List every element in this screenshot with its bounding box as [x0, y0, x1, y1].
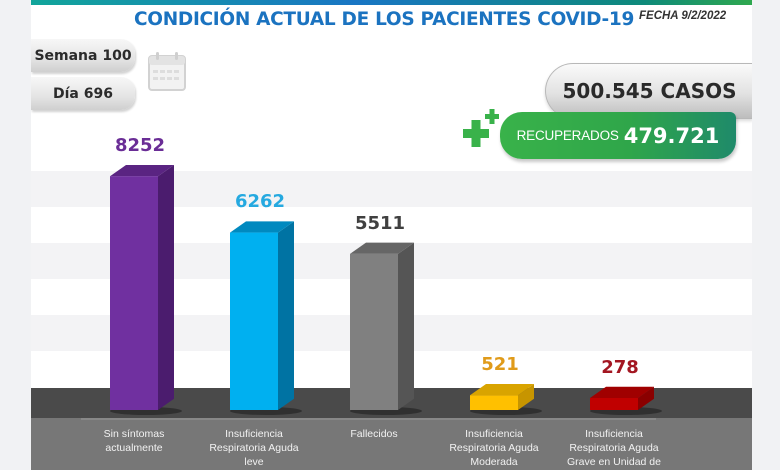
- bar-value-label: 8252: [114, 134, 166, 156]
- x-tick-label-line: Moderada: [470, 456, 518, 468]
- calendar-icon: [148, 52, 186, 91]
- bar-top: [590, 386, 654, 398]
- x-tick-label: Insuficiencia Respiratoria Aguda Moderada: [434, 427, 554, 469]
- bar: [590, 398, 638, 410]
- bar-top: [470, 384, 534, 396]
- total-cases-value: 500.545 CASOS: [562, 79, 737, 103]
- bar: [350, 253, 398, 410]
- top-banner: [31, 0, 752, 5]
- bar-chart: 8252 6262 5511 521 278 Sin síntomas actualmen…: [31, 100, 752, 470]
- x-tick-label-line: actualmente: [105, 442, 163, 454]
- recovered-value: 479.721: [623, 123, 720, 148]
- x-tick-label-line: Grave en Unidad de: [567, 456, 661, 468]
- plus-icon: [463, 109, 499, 147]
- bar-side: [518, 384, 534, 410]
- bar-side: [158, 164, 174, 410]
- bar-value-label: 278: [601, 356, 639, 378]
- bar-top: [350, 242, 414, 254]
- x-tick-label-line: leve: [244, 456, 264, 468]
- x-tick-label-line: Sin síntomas: [103, 428, 165, 440]
- week-badge: Semana 100: [31, 39, 135, 72]
- bar-top: [230, 221, 294, 233]
- x-tick-label: Fallecidos: [314, 427, 434, 441]
- chart-plot: [31, 164, 752, 470]
- recovered-badge: RECUPERADOS 479.721: [500, 112, 736, 159]
- x-tick-label-line: Respiratoria Aguda: [569, 442, 659, 454]
- label-band: [31, 418, 752, 470]
- bar-side: [278, 221, 294, 410]
- x-tick-label-line: Insuficiencia: [225, 428, 283, 440]
- day-badge: Día 696: [31, 77, 135, 110]
- x-tick-label: Sin síntomas actualmente: [74, 427, 194, 455]
- x-tick-label-line: Fallecidos: [350, 428, 398, 440]
- x-tick-label: Insuficiencia Respiratoria Aguda Grave en …: [554, 427, 674, 469]
- recovered-label: RECUPERADOS: [516, 128, 619, 143]
- x-tick-label-line: Insuficiencia: [585, 428, 643, 440]
- x-tick-label-line: Insuficiencia: [465, 428, 523, 440]
- bar-value-label: 6262: [234, 191, 286, 213]
- date-label: FECHA 9/2/2022: [639, 10, 727, 22]
- bar-top: [110, 164, 174, 177]
- bar: [110, 176, 158, 410]
- bar-value-label: 521: [481, 354, 519, 376]
- bar: [230, 232, 278, 410]
- bar-side: [638, 386, 654, 410]
- bar: [470, 395, 518, 410]
- infographic: CONDICIÓN ACTUAL DE LOS PACIENTES COVID-…: [31, 0, 752, 470]
- bar-value-label: 5511: [354, 212, 406, 234]
- x-tick-label: Insuficiencia Respiratoria Aguda leve: [194, 427, 314, 469]
- x-tick-label-line: Respiratoria Aguda: [449, 442, 539, 454]
- bar-side: [398, 242, 414, 410]
- x-tick-label-line: Respiratoria Aguda: [209, 442, 299, 454]
- page-title: CONDICIÓN ACTUAL DE LOS PACIENTES COVID-…: [134, 9, 635, 30]
